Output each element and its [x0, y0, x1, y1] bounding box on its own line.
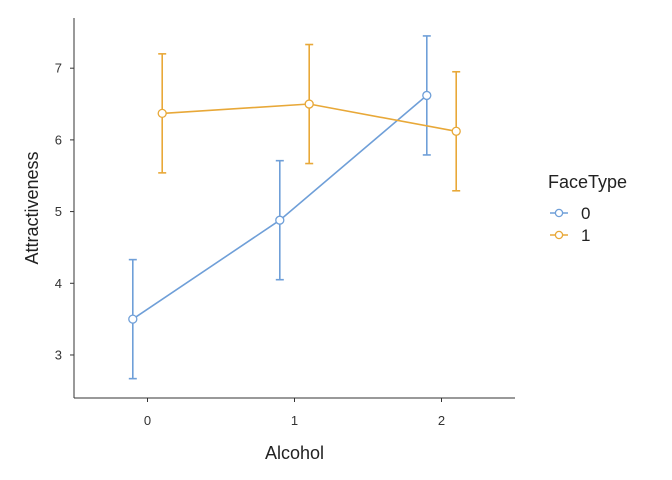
y-tick-label: 6: [55, 132, 62, 147]
series-layer: [128, 35, 461, 380]
x-axis-title: Alcohol: [265, 443, 324, 463]
y-tick-label: 3: [55, 347, 62, 362]
y-tick-label: 4: [55, 276, 62, 291]
y-tick-label: 7: [55, 61, 62, 76]
series-1: [157, 43, 461, 192]
legend-item-0: 0: [550, 204, 590, 223]
series-0: [128, 35, 432, 380]
data-point: [275, 215, 285, 225]
y-ticks: 3 4 5 6 7: [55, 61, 74, 362]
legend-label: 0: [581, 204, 590, 223]
data-point: [451, 126, 461, 136]
legend-item-1: 1: [550, 226, 590, 245]
x-tick-label: 0: [144, 413, 151, 428]
data-point: [304, 99, 314, 109]
legend-items: 01: [550, 204, 590, 245]
data-point: [422, 90, 432, 101]
legend-title: FaceType: [548, 172, 627, 192]
y-tick-label: 5: [55, 204, 62, 219]
y-axis-title: Attractiveness: [22, 151, 42, 264]
x-tick-label: 2: [438, 413, 445, 428]
axes: 3 4 5 6 7 0 1 2: [55, 18, 515, 428]
data-point: [128, 314, 138, 324]
x-tick-label: 1: [291, 413, 298, 428]
data-point: [157, 108, 167, 119]
x-ticks: 0 1 2: [144, 398, 445, 428]
legend: FaceType 01: [548, 172, 627, 245]
legend-key-point: [554, 230, 564, 240]
legend-label: 1: [581, 226, 590, 245]
legend-key-point: [554, 208, 564, 218]
